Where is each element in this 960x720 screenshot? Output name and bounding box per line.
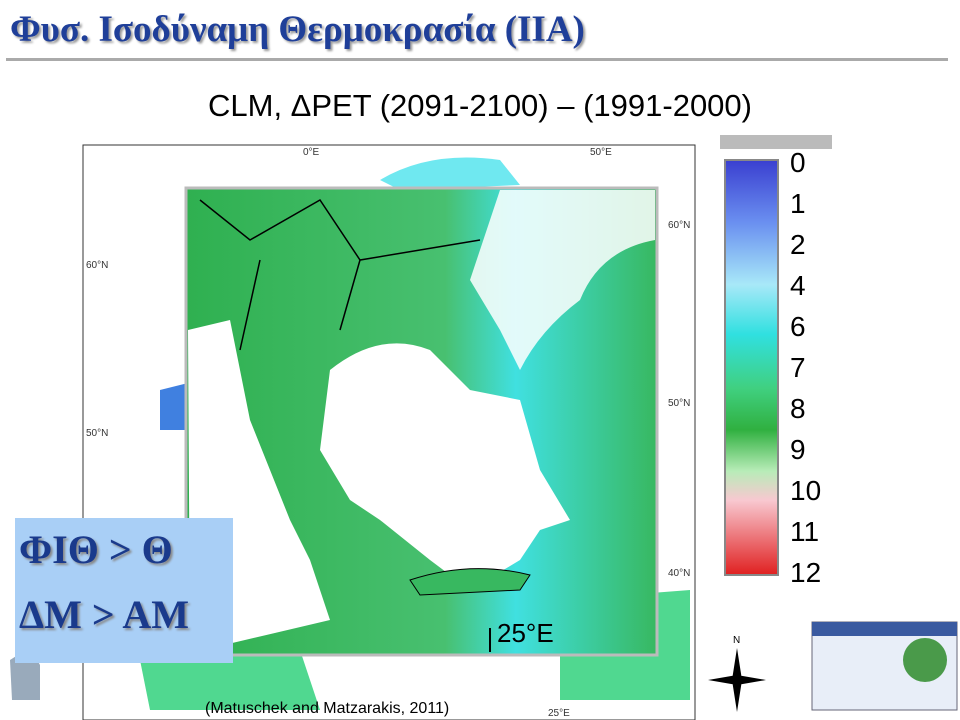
figure-caption: CLM, ΔPET (2091-2100) – (1991-2000) (208, 88, 752, 123)
map-land (140, 650, 320, 710)
slide-title: Φυσ. Ισοδύναμη Θερμοκρασία (ΙΙΑ) (10, 9, 585, 50)
colorbar-label: 6 (790, 311, 806, 342)
sea (470, 190, 655, 370)
colorbar-label: 7 (790, 352, 806, 383)
colorbar-label: 8 (790, 393, 806, 424)
map-label: 60°N (668, 220, 690, 231)
logo (10, 653, 40, 700)
map-land (380, 157, 520, 190)
map-label: 40°N (668, 568, 690, 579)
callout-line: ΦΙΘ > Θ (19, 527, 173, 572)
map-label: 50°N (86, 428, 108, 439)
cmt-bar (812, 622, 957, 636)
colorbar-label: 12 (790, 557, 821, 588)
compass-label: N (733, 635, 740, 646)
colorbar (724, 159, 779, 576)
colorbar-label: 11 (790, 516, 819, 547)
sea (320, 343, 570, 590)
inset-label: 25°E (497, 618, 554, 648)
colorbar-label: 10 (790, 475, 821, 506)
callout: ΦΙΘ > Θ ΔΜ > ΑΜ (15, 518, 233, 663)
source: (Matuschek and Matzarakis, 2011) (205, 700, 449, 717)
compass (708, 648, 766, 712)
colorbar-cap (720, 135, 832, 149)
island (409, 568, 531, 596)
map-label: 50°E (590, 147, 612, 158)
colorbar-label: 4 (790, 270, 806, 301)
map-label: 25°E (548, 708, 570, 719)
colorbar-label: 9 (790, 434, 806, 465)
cmt-globe (903, 638, 947, 682)
colorbar-label: 0 (790, 147, 806, 178)
title-rule (6, 58, 948, 61)
border (199, 199, 481, 351)
colorbar-label: 2 (790, 229, 806, 260)
map-label: 60°N (86, 260, 108, 271)
map-label: 0°E (303, 147, 320, 158)
callout-line: ΔΜ > ΑΜ (19, 592, 190, 637)
colorbar-label: 1 (790, 188, 806, 219)
map-label: 50°N (668, 398, 690, 409)
